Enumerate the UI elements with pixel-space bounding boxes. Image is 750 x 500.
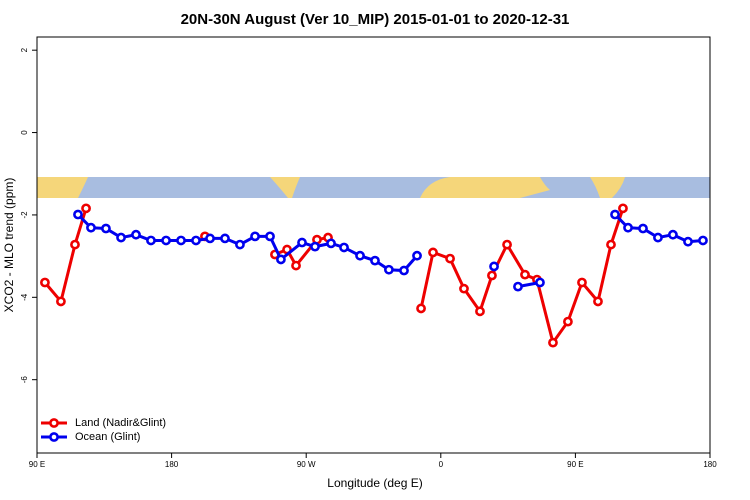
- y-tick-label: 0: [20, 130, 29, 135]
- data-point: [445, 253, 455, 264]
- data-point: [355, 250, 365, 261]
- data-point: [116, 232, 126, 243]
- data-point: [668, 229, 678, 240]
- y-tick-label: -2: [20, 211, 29, 219]
- data-point: [606, 239, 616, 250]
- x-tick-label: 90 E: [567, 460, 583, 469]
- data-point: [577, 277, 587, 288]
- data-point: [40, 277, 50, 288]
- data-point: [250, 231, 260, 242]
- legend-marker: [49, 418, 59, 428]
- data-point: [535, 277, 545, 288]
- x-tick-label: 180: [703, 460, 717, 469]
- data-point: [276, 254, 286, 265]
- data-point: [638, 223, 648, 234]
- data-point: [81, 203, 91, 214]
- data-point: [412, 250, 422, 261]
- data-point: [101, 223, 111, 234]
- data-point: [326, 238, 336, 249]
- legend-label: Ocean (Glint): [75, 431, 140, 443]
- plot-frame: [36, 36, 711, 454]
- data-point: [339, 242, 349, 253]
- data-point: [265, 231, 275, 242]
- chart-title: 20N-30N August (Ver 10_MIP) 2015-01-01 t…: [181, 11, 570, 28]
- data-point: [399, 265, 409, 276]
- data-point: [548, 337, 558, 348]
- series-line: [76, 213, 419, 273]
- legend-marker: [49, 432, 59, 442]
- data-point: [384, 264, 394, 275]
- data-point: [131, 229, 141, 240]
- data-point: [698, 235, 708, 246]
- y-tick-label: -6: [20, 376, 29, 384]
- data-point: [653, 232, 663, 243]
- x-axis-label: Longitude (deg E): [327, 476, 422, 490]
- data-point: [459, 283, 469, 294]
- data-point: [683, 236, 693, 247]
- data-point: [593, 296, 603, 307]
- data-point: [310, 241, 320, 252]
- data-point: [297, 237, 307, 248]
- data-point: [487, 270, 497, 281]
- y-axis-label: XCO2 - MLO trend (ppm): [2, 178, 16, 313]
- data-point: [146, 235, 156, 246]
- data-point: [428, 247, 438, 258]
- data-point: [623, 222, 633, 233]
- data-point: [70, 239, 80, 250]
- x-tick-label: 90 W: [297, 460, 316, 469]
- data-point: [416, 303, 426, 314]
- legend-label: Land (Nadir&Glint): [75, 417, 166, 429]
- y-tick-label: -4: [20, 293, 29, 301]
- map-strip: [37, 177, 710, 198]
- data-point: [220, 233, 230, 244]
- data-point: [489, 261, 499, 272]
- data-point: [73, 209, 83, 220]
- data-point: [563, 316, 573, 327]
- x-tick-label: 90 E: [29, 460, 45, 469]
- data-point: [161, 235, 171, 246]
- y-tick-label: 2: [20, 47, 29, 52]
- data-point: [86, 222, 96, 233]
- series-line: [43, 207, 88, 305]
- data-point: [475, 306, 485, 317]
- data-point: [520, 269, 530, 280]
- data-point: [370, 255, 380, 266]
- x-tick-label: 0: [439, 460, 444, 469]
- data-point: [610, 209, 620, 220]
- data-point: [235, 239, 245, 250]
- data-point: [618, 203, 628, 214]
- data-point: [205, 233, 215, 244]
- x-tick-label: 180: [165, 460, 179, 469]
- data-point: [176, 235, 186, 246]
- data-point: [502, 239, 512, 250]
- data-point: [191, 235, 201, 246]
- data-point: [56, 296, 66, 307]
- data-point: [513, 281, 523, 292]
- data-point: [291, 260, 301, 271]
